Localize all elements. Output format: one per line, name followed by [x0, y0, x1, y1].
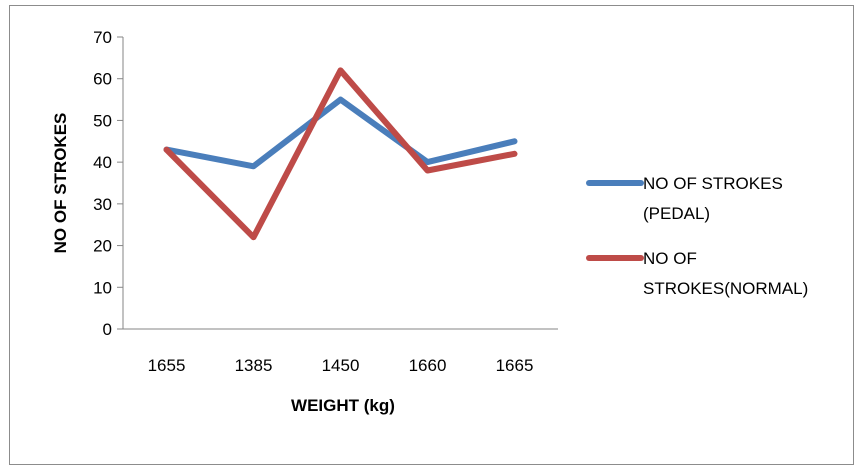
data-point [166, 149, 168, 151]
series-line-1 [163, 96, 518, 170]
data-point [514, 140, 516, 142]
y-tick-label: 30 [93, 195, 112, 214]
legend-entry: NO OF STROKES(NORMAL) [643, 249, 808, 298]
x-tick-label: 1655 [148, 356, 186, 375]
series-lines [163, 67, 518, 241]
y-tick-label: 40 [93, 153, 112, 172]
data-point [253, 165, 255, 167]
data-point [514, 153, 516, 155]
data-point [427, 169, 429, 171]
legend-entry: NO OF STROKES (PEDAL) [643, 174, 783, 223]
tick-labels: 0 10 20 30 40 50 60 70 1655 1385 1450 1660 1665 [93, 28, 533, 375]
y-tick-label: 60 [93, 70, 112, 89]
data-point [340, 99, 342, 101]
data-point [427, 161, 429, 163]
y-tick-label: 10 [93, 278, 112, 297]
x-axis-title: WEIGHT (kg) [291, 396, 395, 415]
x-tick-label: 1660 [409, 356, 447, 375]
x-tick-label: 1450 [322, 356, 360, 375]
y-tick-label: 70 [93, 28, 112, 47]
x-tick-label: 1665 [496, 356, 534, 375]
y-tick-label: 0 [103, 320, 112, 339]
y-tick-label: 20 [93, 237, 112, 256]
axes [117, 36, 558, 330]
data-point [253, 236, 255, 238]
series-line-2 [163, 67, 518, 241]
data-point [340, 69, 342, 71]
y-tick-label: 50 [93, 111, 112, 130]
y-axis-title: NO OF STROKES [51, 113, 70, 254]
x-tick-label: 1385 [235, 356, 273, 375]
legend: NO OF STROKES (PEDAL) NO OF STROKES(NORMAL) [586, 174, 808, 298]
